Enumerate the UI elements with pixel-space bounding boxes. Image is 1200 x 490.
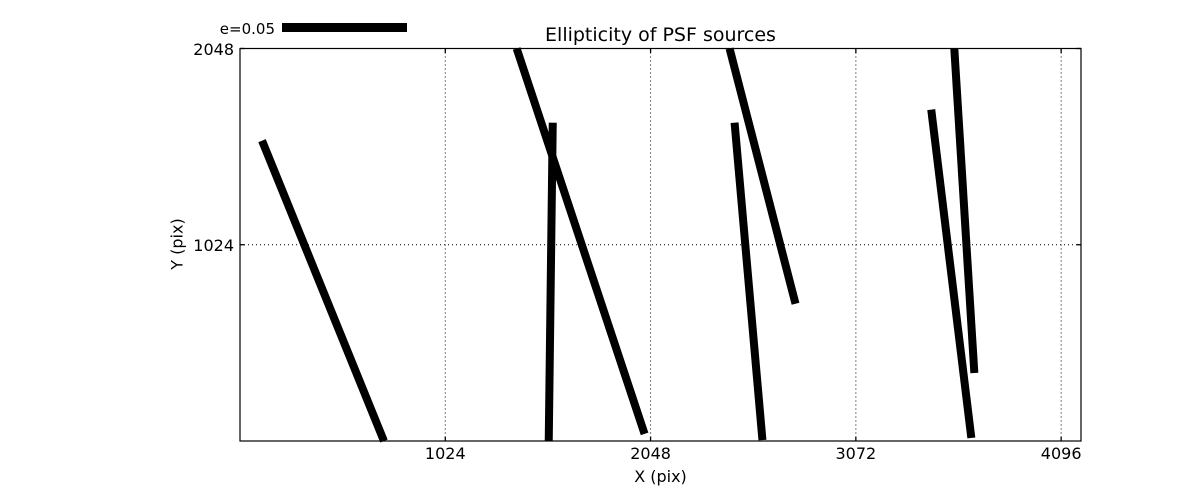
whisker-segment [725, 47, 800, 305]
x-tick-label: 4096 [1040, 444, 1082, 463]
y-tick-label: 1024 [193, 235, 234, 255]
x-tick-label: 1024 [424, 444, 466, 463]
whisker-segment [950, 48, 979, 374]
y-tick-label: 2048 [193, 39, 234, 59]
legend-label: e=0.05 [219, 20, 275, 38]
plot-border [239, 47, 1082, 442]
whisker-segment [512, 47, 649, 436]
chart-title: Ellipticity of PSF sources [545, 24, 776, 46]
whisker-segment [544, 122, 557, 442]
whisker-segment [730, 122, 767, 441]
x-axis-label: X (pix) [634, 467, 687, 486]
x-tick-label: 3072 [835, 444, 877, 463]
legend-swatch [282, 23, 407, 32]
x-tick-label: 2048 [630, 444, 671, 463]
whisker-segment [927, 109, 976, 439]
whisker-segment [258, 139, 388, 443]
